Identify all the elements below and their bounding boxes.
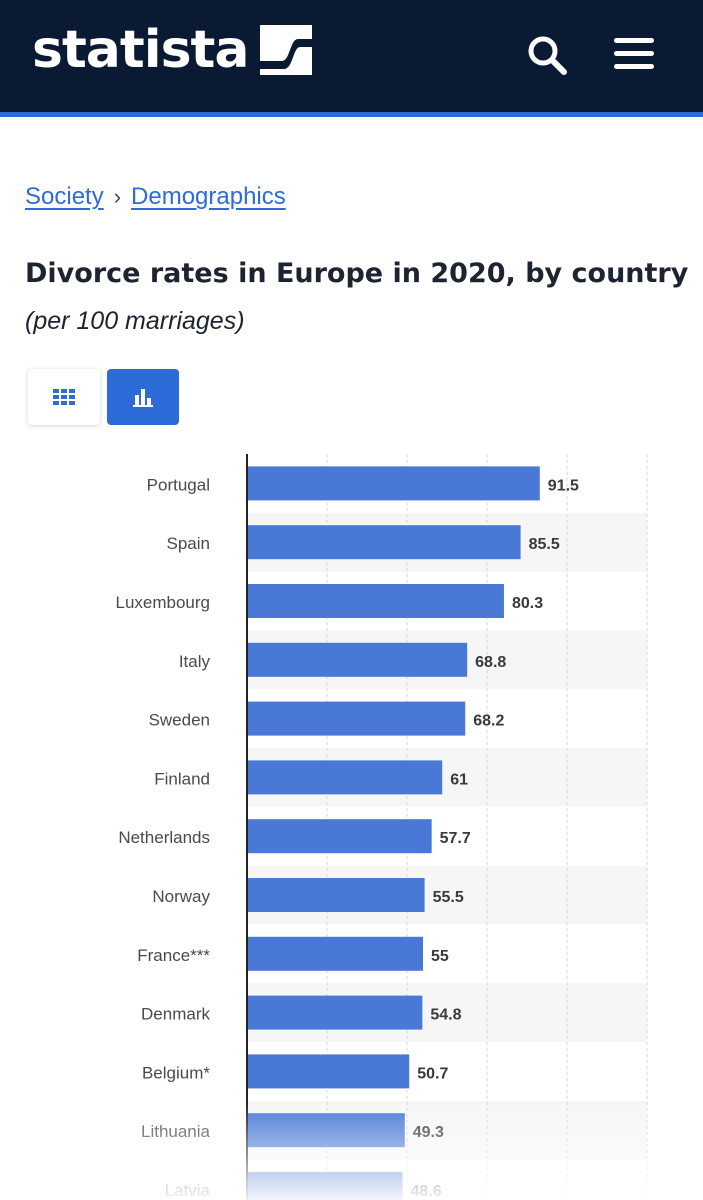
category-label: Luxembourg: [115, 593, 210, 612]
value-label: 54.8: [430, 1007, 461, 1024]
category-label: Finland: [154, 769, 210, 788]
page-subtitle: (per 100 marriages): [25, 307, 245, 335]
value-label: 68.8: [475, 654, 506, 671]
category-label: France***: [137, 946, 210, 965]
page-title: Divorce rates in Europe in 2020, by coun…: [25, 258, 689, 289]
bar: [247, 584, 504, 618]
category-label: Latvia: [165, 1181, 211, 1200]
table-view-button[interactable]: [28, 369, 100, 425]
bar: [247, 701, 466, 736]
category-label: Norway: [152, 887, 210, 906]
value-label: 50.7: [417, 1065, 448, 1082]
bar: [247, 995, 423, 1030]
bar: [247, 642, 468, 677]
bar-chart-icon: [133, 389, 153, 407]
value-label: 85.5: [529, 536, 560, 553]
value-label: 61: [450, 771, 468, 788]
value-label: 80.3: [512, 595, 543, 612]
breadcrumb-society-link[interactable]: Society: [25, 183, 104, 210]
bar-chart: Portugal 91.5 Spain 85.5 Luxembourg 80.3 Italy…: [115, 454, 648, 1200]
statista-logo-mark-icon: [260, 25, 313, 75]
value-label: 68.2: [473, 713, 504, 730]
bar: [247, 466, 540, 501]
breadcrumb-demographics-link[interactable]: Demographics: [131, 183, 286, 210]
value-label: 57.7: [440, 830, 471, 847]
value-label: 55.5: [433, 889, 464, 906]
statista-logo[interactable]: statista: [32, 18, 313, 82]
bar: [247, 1172, 403, 1200]
breadcrumb-separator: ›: [113, 184, 122, 209]
category-label: Spain: [167, 534, 210, 553]
bar: [247, 878, 425, 912]
grid-table-icon: [53, 389, 75, 405]
category-label: Italy: [179, 652, 211, 671]
bar: [247, 1113, 405, 1148]
breadcrumb: Society › Demographics: [25, 183, 286, 211]
value-label: 49.3: [413, 1124, 444, 1141]
bar: [247, 1054, 410, 1089]
menu-button[interactable]: [610, 30, 658, 78]
category-label: Netherlands: [118, 828, 210, 847]
category-label: Belgium*: [142, 1063, 210, 1082]
category-label: Lithuania: [141, 1122, 211, 1141]
value-label: 48.6: [411, 1183, 442, 1200]
category-label: Sweden: [149, 711, 210, 730]
value-label: 91.5: [548, 477, 579, 494]
bar: [247, 936, 423, 971]
category-label: Denmark: [141, 1005, 210, 1024]
search-icon: [528, 36, 567, 75]
category-label: Portugal: [147, 475, 210, 494]
bar: [247, 525, 521, 560]
logo-text: statista: [32, 20, 249, 80]
bar: [247, 819, 432, 854]
site-header: statista: [0, 0, 703, 117]
search-button[interactable]: [522, 30, 570, 78]
chart-view-button[interactable]: [107, 369, 179, 425]
bar: [247, 760, 443, 795]
value-label: 55: [431, 948, 449, 965]
hamburger-menu-icon: [614, 38, 654, 69]
